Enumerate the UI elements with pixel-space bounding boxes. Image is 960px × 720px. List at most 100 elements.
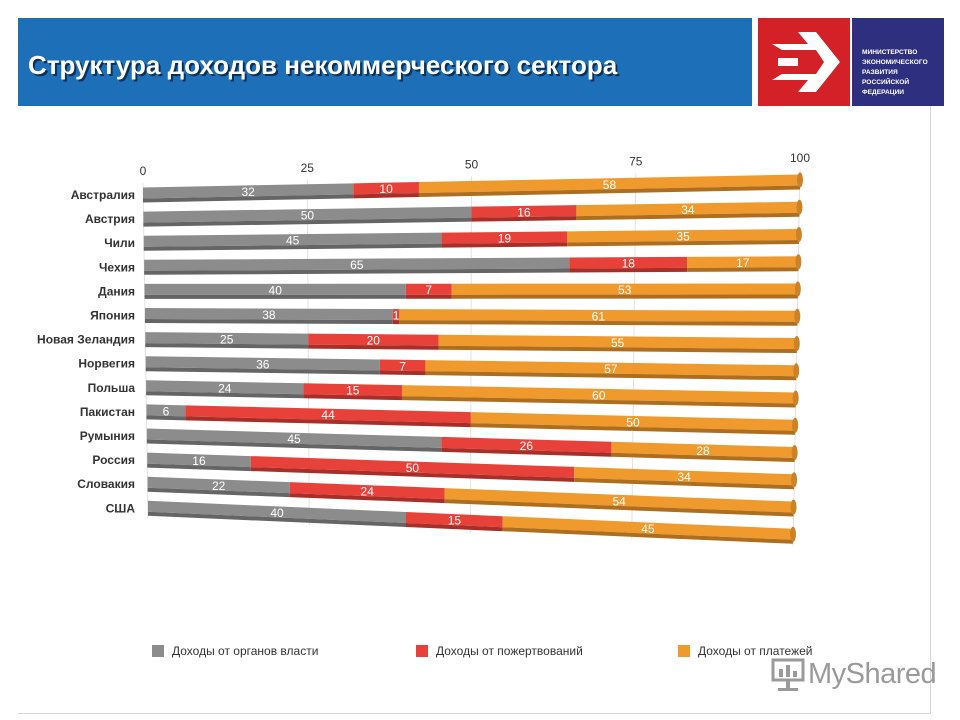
bar-segment-edge: [441, 447, 612, 457]
bar-segment: [144, 257, 570, 271]
bar-segment: [147, 452, 251, 468]
data-label: 18: [622, 257, 636, 271]
bar-segment-edge: [146, 415, 186, 421]
bar-segment: [143, 183, 354, 199]
frame-divider-right: [930, 106, 931, 714]
legend-label: Доходы от органов власти: [172, 644, 318, 658]
bar-segment: [567, 229, 799, 243]
data-label: 34: [677, 470, 691, 484]
bar-segment-edge: [687, 267, 799, 272]
legend-item: Доходы от органов власти: [152, 644, 318, 658]
bar-end-cap: [791, 445, 798, 461]
category-label: Россия: [92, 453, 135, 467]
data-label: 28: [696, 444, 710, 458]
bar-end-cap: [793, 336, 800, 352]
bar-segment-edge: [250, 467, 575, 482]
data-label: 50: [406, 461, 420, 475]
bar-segment-edge: [146, 439, 442, 452]
frame-divider-bottom: [18, 713, 930, 714]
bar-row: 65 18 17: [144, 254, 802, 275]
bar-segment: [687, 256, 799, 268]
category-label: Норвегия: [78, 357, 135, 371]
bar-row: 6 44 50: [146, 404, 799, 435]
bar-segment-edge: [144, 319, 393, 325]
category-label: Австралия: [71, 188, 135, 202]
data-label: 24: [361, 485, 375, 499]
bar-segment-edge: [289, 493, 445, 504]
data-label: 16: [192, 454, 206, 468]
data-label: 22: [212, 479, 226, 493]
bar-row: 32 10 58: [143, 172, 803, 203]
bar-segment: [441, 436, 612, 453]
legend: Доходы от органов власти Доходы от пожерт…: [152, 644, 813, 658]
bar-row: 22 24 54: [147, 476, 797, 517]
category-label: Пакистан: [80, 405, 135, 419]
bar-segment-edge: [185, 416, 471, 428]
bar-segment-edge: [418, 185, 800, 198]
grid-line: [792, 169, 801, 547]
bar-segment: [405, 283, 452, 295]
data-label: 6: [163, 404, 170, 418]
bar-segment: [146, 428, 442, 448]
data-label: 38: [262, 308, 276, 322]
bar-segment: [148, 500, 406, 523]
data-label: 45: [286, 234, 300, 248]
data-label: 61: [592, 309, 606, 323]
bar-segment: [418, 174, 800, 194]
bar-segment: [143, 206, 472, 223]
data-label: 1: [393, 309, 400, 323]
bar-segment-edge: [353, 193, 419, 199]
bar-segment-edge: [451, 294, 798, 299]
bar-end-cap: [795, 227, 802, 243]
bar-segment-edge: [145, 343, 309, 349]
data-label: 26: [520, 439, 534, 453]
bar-segment: [569, 256, 688, 269]
category-label: Дания: [98, 284, 135, 298]
bar-row: 40 7 53: [144, 281, 801, 299]
bar-segment-edge: [144, 268, 570, 275]
bar-end-cap: [795, 254, 802, 270]
bar-segment-edge: [425, 371, 797, 381]
watermark-text: MyShared: [808, 658, 937, 690]
bar-segment-edge: [567, 240, 799, 247]
data-label: 54: [612, 494, 626, 508]
data-label: 53: [618, 283, 632, 297]
bar-segment: [576, 201, 800, 217]
bar-row: 36 7 57: [145, 356, 800, 381]
bar-segment-edge: [406, 523, 503, 532]
bar-segment: [441, 231, 568, 244]
bar-row: 16 50 34: [147, 452, 798, 490]
bar-end-cap: [797, 172, 803, 188]
bar-segment-edge: [308, 344, 439, 350]
bar-segment-edge: [441, 242, 568, 248]
bar-segment-edge: [438, 345, 797, 354]
title-bar: [18, 18, 752, 106]
data-label: 7: [425, 283, 432, 297]
data-label: 32: [241, 185, 255, 199]
ministry-logo-mark: [758, 18, 850, 106]
bar-segment: [425, 360, 797, 377]
bar-segment: [406, 512, 503, 528]
grid-line: [306, 179, 310, 526]
bar-segment-edge: [569, 267, 688, 273]
bar-end-cap: [792, 390, 799, 406]
bar-segment: [143, 232, 442, 247]
x-tick-label: 25: [301, 161, 315, 175]
data-label: 34: [681, 203, 695, 217]
bar-segment: [144, 308, 393, 321]
bar-segment-edge: [470, 423, 796, 435]
bar-segment: [399, 309, 798, 322]
bar-segment: [250, 456, 575, 478]
category-label: Япония: [90, 309, 135, 323]
data-label: 40: [269, 283, 283, 297]
legend-swatch: [678, 645, 690, 657]
legend-label: Доходы от платежей: [698, 644, 813, 658]
bar-segment: [303, 383, 402, 397]
bar-row: 50 16 34: [143, 199, 803, 227]
category-label: Новая Зеландия: [37, 333, 135, 347]
bar-segment: [502, 516, 793, 540]
data-label: 20: [367, 334, 381, 348]
bar-segment-edge: [303, 394, 402, 401]
